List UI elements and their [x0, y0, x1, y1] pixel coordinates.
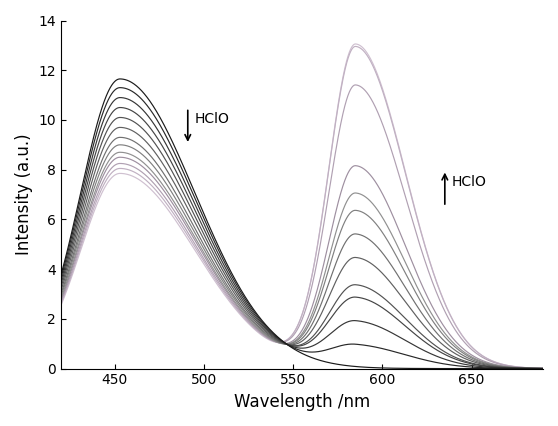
Y-axis label: Intensity (a.u.): Intensity (a.u.) — [15, 134, 33, 255]
Text: HClO: HClO — [452, 175, 487, 189]
Text: HClO: HClO — [195, 112, 230, 127]
X-axis label: Wavelength /nm: Wavelength /nm — [234, 393, 370, 411]
